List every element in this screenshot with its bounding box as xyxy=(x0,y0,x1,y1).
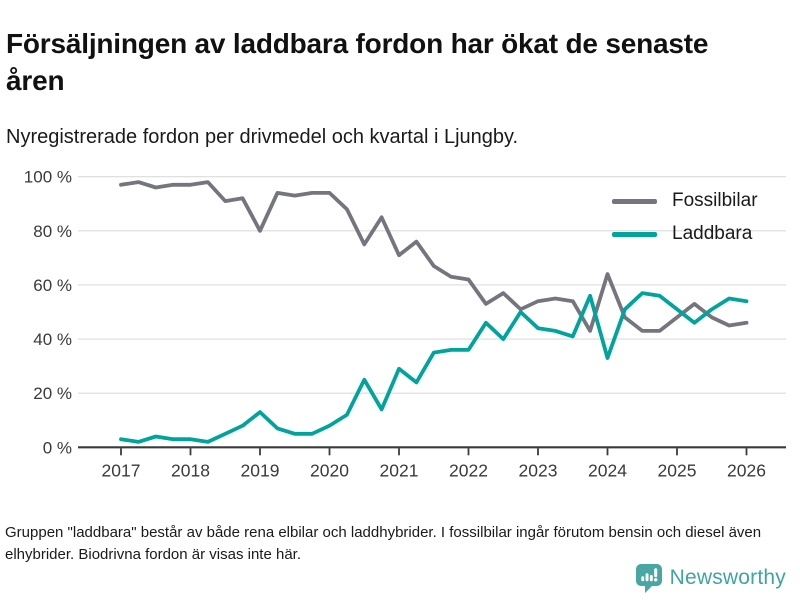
series-line-laddbara xyxy=(119,291,749,444)
x-tick-label: 2026 xyxy=(727,460,766,480)
y-tick-label: 100 % xyxy=(24,170,72,187)
x-tick-label: 2025 xyxy=(658,460,697,480)
chart-canvas: 0 % 20 % 40 % 60 % 80 % 100 % 2017 2018 2019 2020… xyxy=(24,170,786,480)
x-tick-label: 2022 xyxy=(449,460,488,480)
chart-footnote: Gruppen "laddbara" består av både rena e… xyxy=(5,524,762,563)
line-chart: 0 % 20 % 40 % 60 % 80 % 100 % 2017 2018 2019 2020… xyxy=(0,170,800,490)
x-tick-label: 2017 xyxy=(102,460,141,480)
y-tick-label: 40 % xyxy=(33,330,72,349)
x-tick-label: 2023 xyxy=(519,460,558,480)
newsworthy-chart-bubble-icon xyxy=(635,564,662,593)
x-tick-label: 2019 xyxy=(241,460,280,480)
x-tick-label: 2024 xyxy=(588,460,627,480)
chart-subtitle: Nyregistrerade fordon per drivmedel och … xyxy=(6,126,519,148)
y-tick-label: 20 % xyxy=(33,384,72,403)
y-tick-label: 0 % xyxy=(43,438,72,457)
x-tick-label: 2020 xyxy=(310,460,349,480)
newsworthy-logo: Newsworthy xyxy=(635,563,786,593)
series-line-fossilbilar xyxy=(119,180,749,333)
y-tick-label: 80 % xyxy=(33,222,72,241)
x-tick-label: 2018 xyxy=(171,460,210,480)
page-title: Försäljningen av laddbara fordon har öka… xyxy=(6,27,709,96)
x-tick-label: 2021 xyxy=(380,460,419,480)
brand-wordmark: Newsworthy xyxy=(669,566,786,589)
y-tick-label: 60 % xyxy=(33,276,72,295)
